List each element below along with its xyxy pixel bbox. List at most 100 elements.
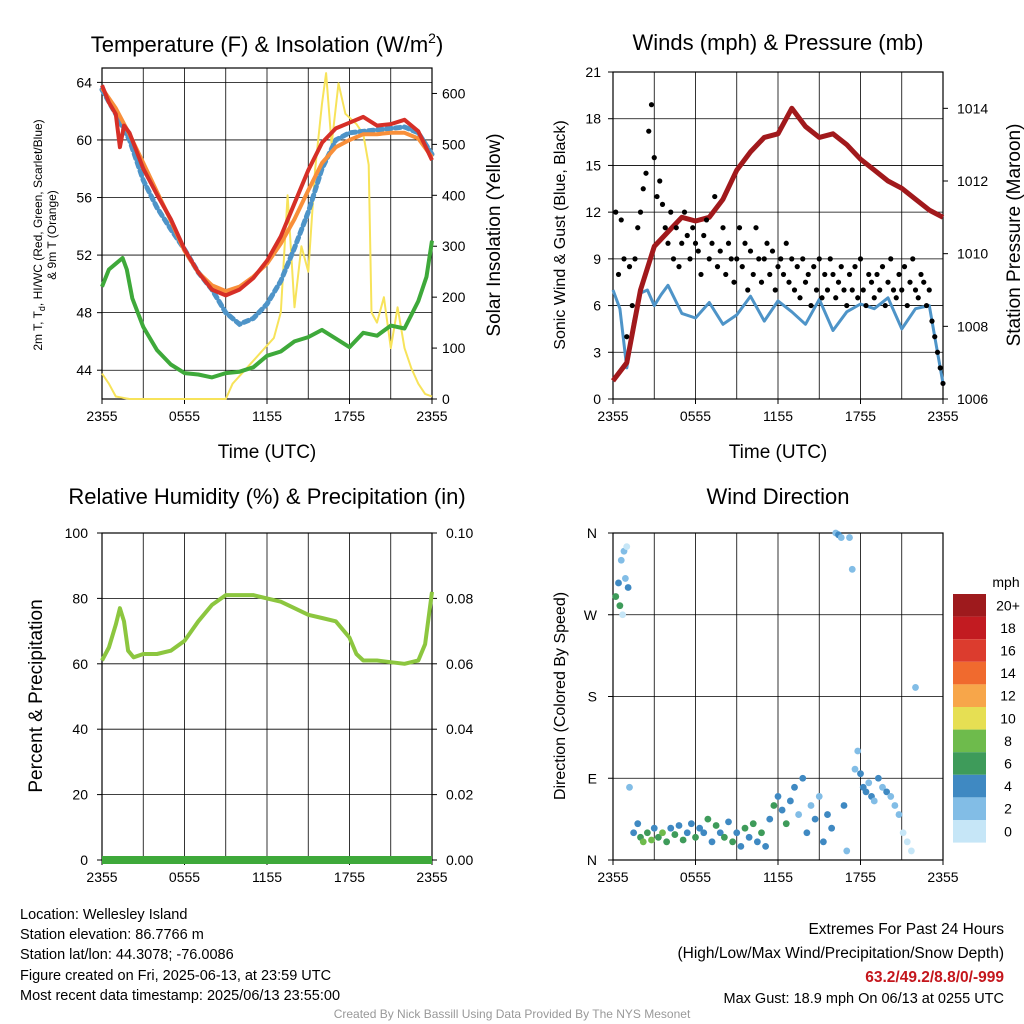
wind-gust-point bbox=[778, 256, 784, 262]
wind-gust-point bbox=[794, 264, 800, 270]
wind-gust-point bbox=[698, 271, 704, 278]
dir-point bbox=[704, 815, 712, 823]
recent-data-text: Most recent data timestamp: 2025/06/13 2… bbox=[20, 987, 341, 1004]
dir-point bbox=[654, 833, 662, 841]
wind-gust-point bbox=[676, 264, 682, 270]
wind-gust-point bbox=[745, 287, 751, 293]
wind-gust-point bbox=[654, 193, 660, 200]
wind-gust-point bbox=[635, 225, 641, 231]
temp-ytick-right-label: 0 bbox=[442, 391, 450, 407]
dir-point bbox=[648, 836, 655, 844]
wind-gust-point bbox=[824, 287, 831, 293]
wind-gust-point bbox=[904, 302, 910, 309]
dir-point bbox=[725, 818, 732, 826]
wind-gust-point bbox=[819, 295, 825, 301]
wind-gust-point bbox=[703, 217, 710, 223]
wind-gust-point bbox=[926, 287, 932, 293]
wind-ytick-right-label: 1008 bbox=[957, 318, 988, 334]
speed-legend-label: 10 bbox=[1000, 710, 1016, 726]
wind-gust-point bbox=[940, 380, 946, 387]
dir-point bbox=[708, 838, 716, 846]
location-text: Location: Wellesley Island bbox=[20, 907, 188, 923]
wind-gust-point bbox=[687, 256, 693, 262]
rh-xtick-label: 1755 bbox=[334, 869, 365, 885]
dir-point bbox=[762, 842, 770, 850]
dir-ylabel: Direction (Colored By Speed) bbox=[552, 592, 569, 800]
dir-point bbox=[650, 824, 658, 832]
wind-gust-point bbox=[857, 256, 864, 262]
dir-point bbox=[741, 824, 749, 832]
dir-point bbox=[619, 611, 627, 619]
rh-ylabel: Percent & Precipitation bbox=[26, 599, 47, 792]
dir-point bbox=[907, 847, 915, 855]
credit-text: Created By Nick Bassill Using Data Provi… bbox=[333, 1007, 691, 1021]
dir-point bbox=[848, 565, 856, 573]
speed-legend-label: 8 bbox=[1004, 733, 1012, 749]
dir-point bbox=[692, 833, 699, 841]
temp-ylabel-right: Solar Insolation (Yellow) bbox=[484, 133, 505, 336]
dir-point bbox=[671, 831, 679, 838]
dir-point bbox=[729, 838, 737, 846]
dir-point bbox=[883, 788, 891, 796]
wind-gust-point bbox=[714, 264, 721, 270]
wind-gust-point bbox=[695, 248, 701, 254]
wind-ytick-right-label: 1006 bbox=[957, 391, 988, 407]
dir-point bbox=[737, 842, 745, 850]
temp-plot bbox=[101, 67, 433, 404]
dir-point bbox=[624, 584, 632, 591]
speed-legend-label: 6 bbox=[1004, 756, 1012, 772]
wind-gust-point bbox=[879, 264, 886, 270]
wind-gust-point bbox=[739, 264, 745, 270]
wind-xlabel: Time (UTC) bbox=[729, 442, 828, 463]
dir-point bbox=[679, 836, 687, 844]
rh-ytick-right-label: 0.06 bbox=[446, 656, 473, 672]
rh-xtick-label: 2355 bbox=[416, 869, 447, 885]
wind-gust-point bbox=[632, 256, 638, 262]
rh-ytick-right-label: 0.10 bbox=[446, 525, 473, 541]
wind-ylabel: Sonic Wind & Gust (Blue, Black) bbox=[552, 120, 569, 349]
rh-ytick-right-label: 0.00 bbox=[446, 852, 473, 868]
speed-legend-swatch bbox=[953, 616, 986, 640]
wind-gust-point bbox=[874, 271, 880, 278]
wind-gust-point bbox=[734, 256, 740, 262]
wind-gust-point bbox=[624, 334, 630, 340]
dir-point bbox=[895, 811, 903, 818]
wind-gust-point bbox=[761, 256, 767, 262]
dir-point bbox=[778, 806, 786, 814]
dir-point bbox=[879, 783, 886, 791]
dir-point bbox=[840, 802, 848, 809]
rh-ytick-label: 100 bbox=[65, 525, 89, 541]
wind-gust-point bbox=[937, 365, 943, 371]
wind-gust-point bbox=[871, 295, 877, 301]
rh-xtick-label: 0555 bbox=[169, 869, 200, 885]
wind-gust-point bbox=[805, 271, 811, 278]
wind-gust-point bbox=[855, 295, 861, 301]
wind-gust-point bbox=[896, 271, 902, 278]
dir-ytick-label: W bbox=[584, 607, 598, 623]
wind-gust-point bbox=[813, 287, 820, 293]
wind-gust-point bbox=[723, 271, 729, 278]
dir-point bbox=[870, 797, 878, 805]
wind-ytick-label: 6 bbox=[593, 298, 601, 314]
wind-gust-point bbox=[681, 209, 688, 215]
wind-gust-point bbox=[907, 279, 913, 285]
dir-point bbox=[621, 575, 629, 582]
temp-ytick-label: 64 bbox=[76, 74, 92, 90]
wind-gust-point bbox=[882, 302, 888, 309]
rh-ytick-right-label: 0.08 bbox=[446, 590, 473, 606]
rh-ytick-label: 60 bbox=[72, 656, 88, 672]
wind-gust-point bbox=[651, 155, 657, 161]
station-info: Location: Wellesley Island Station eleva… bbox=[20, 905, 340, 1006]
temp-xtick-label: 1155 bbox=[252, 408, 282, 424]
wind-gust-point bbox=[827, 256, 833, 262]
dir-point bbox=[899, 829, 907, 837]
wind-gust-point bbox=[712, 193, 718, 200]
wind-gust-point bbox=[725, 240, 732, 246]
dir-point bbox=[634, 820, 642, 828]
wind-gust-point bbox=[742, 240, 748, 246]
temp-ytick-label: 52 bbox=[76, 247, 92, 263]
wind-gust-point bbox=[670, 256, 677, 262]
wind-gust-point bbox=[835, 279, 842, 285]
rh-title: Relative Humidity (%) & Precipitation (i… bbox=[68, 484, 465, 509]
wind-gust-point bbox=[846, 271, 853, 278]
